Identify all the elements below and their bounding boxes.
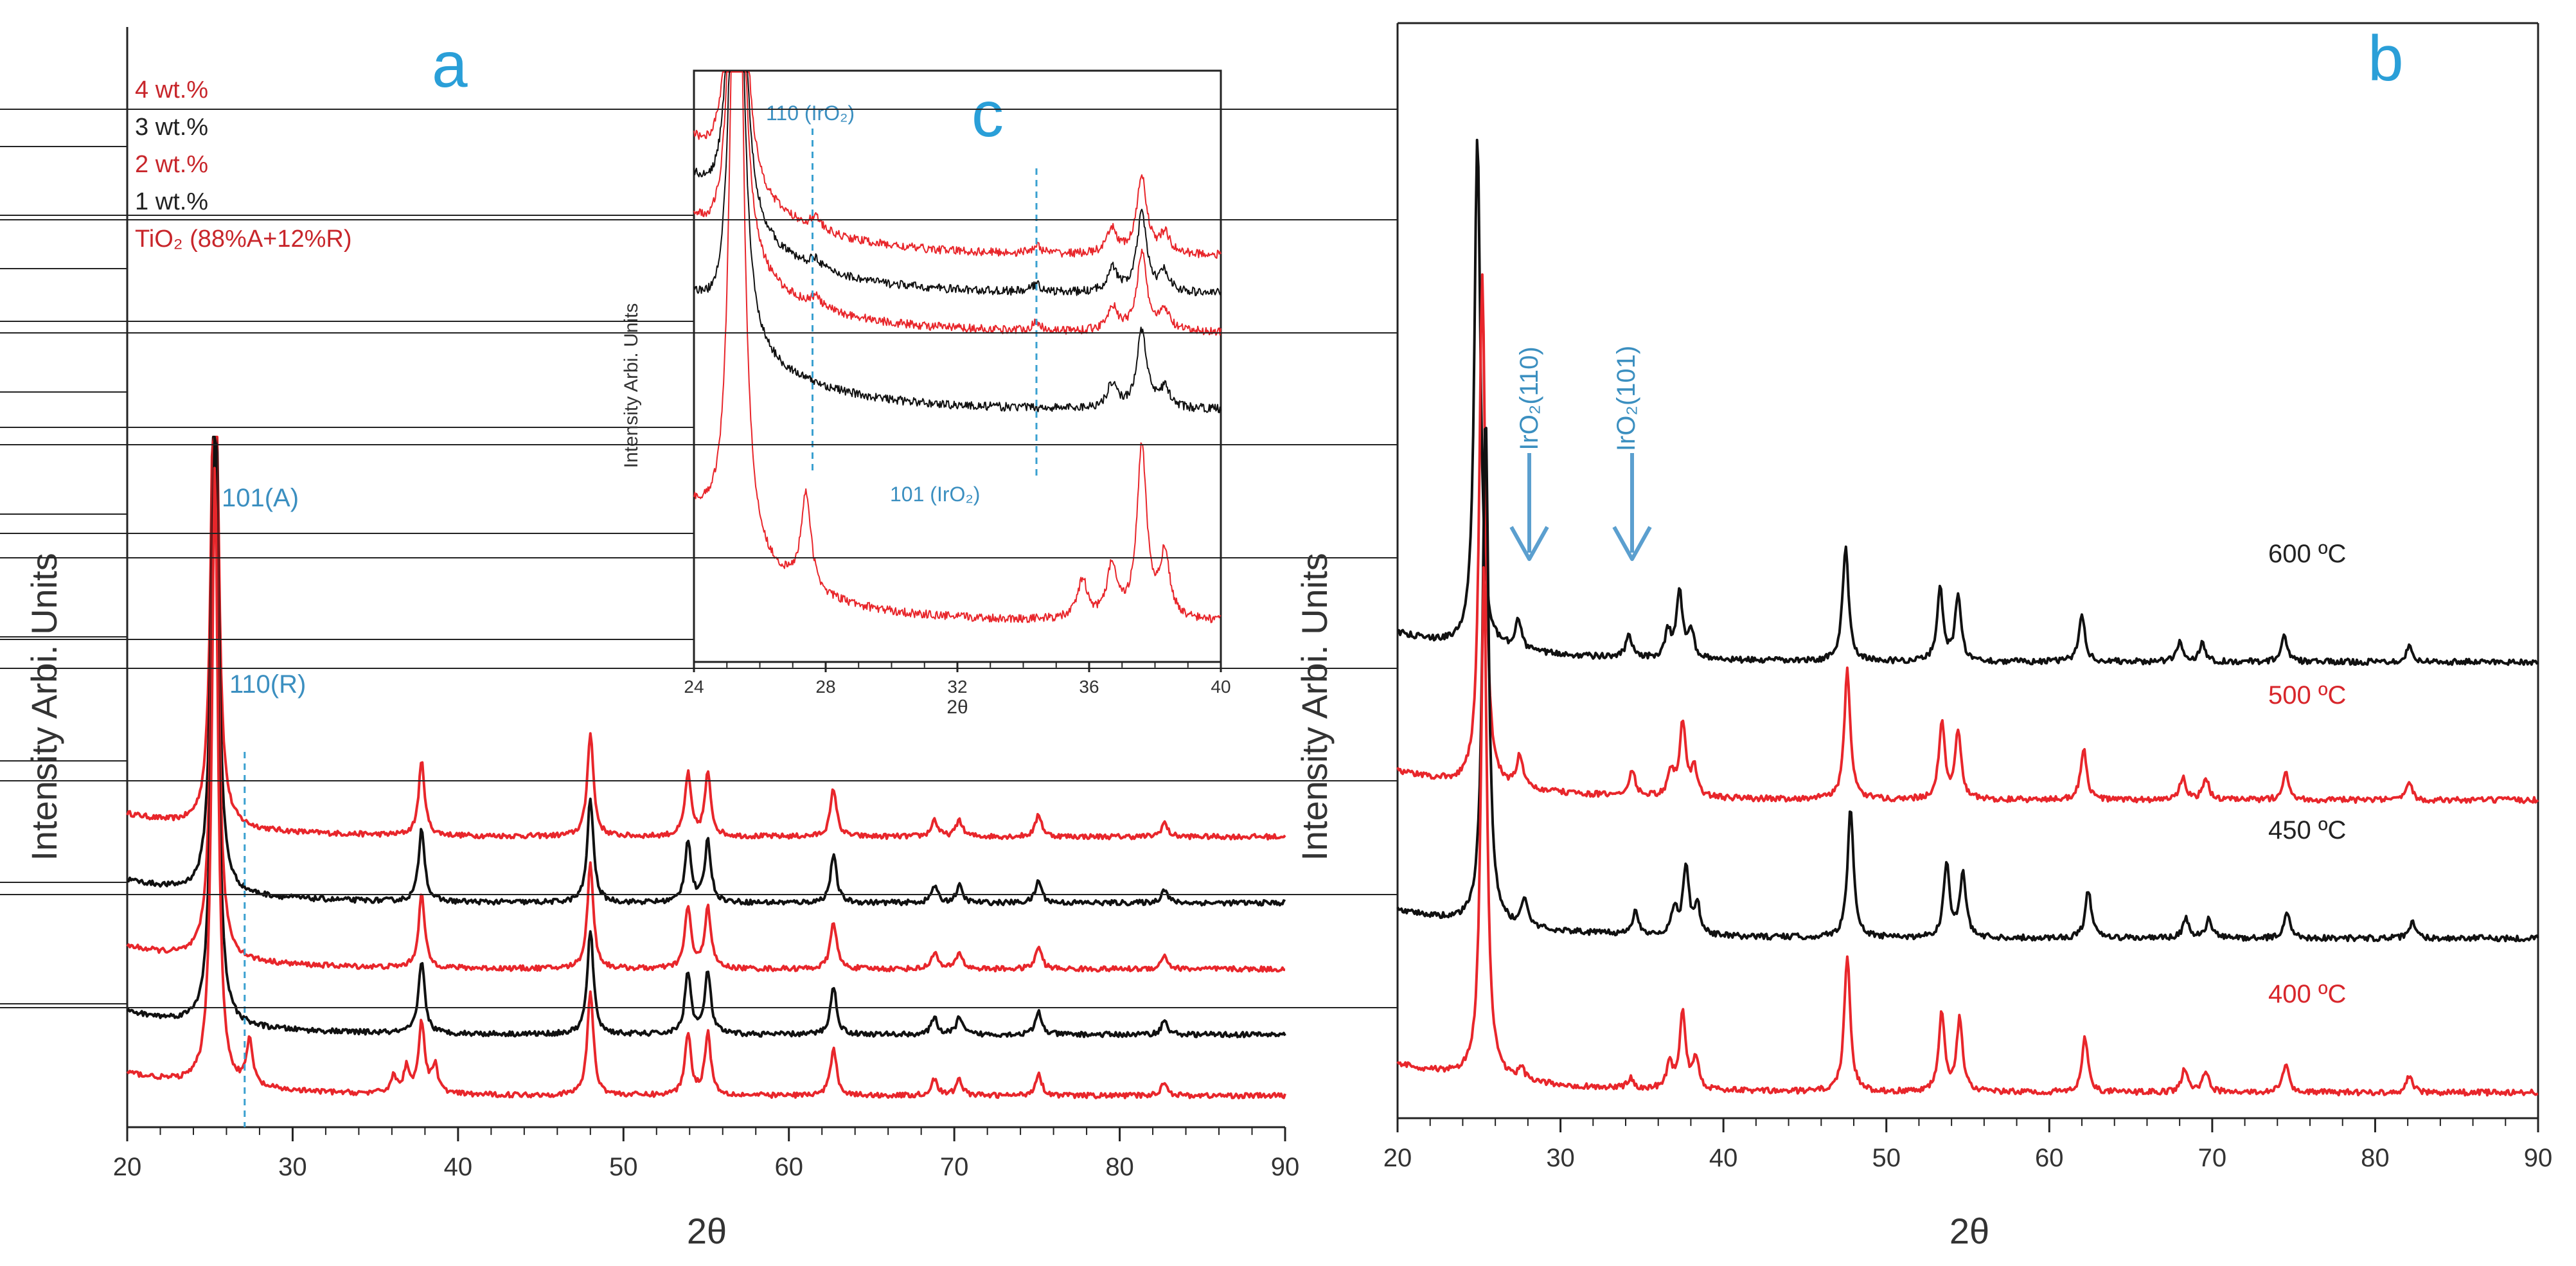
inset-y-label: Intensity Arbi. Units — [621, 303, 642, 468]
x-tick-label: 40 — [1709, 1144, 1738, 1172]
panel-a-x-label: 2θ — [687, 1211, 727, 1251]
arrow-iro2-110 — [1509, 453, 1549, 561]
trace-a-4-wt- — [126, 436, 1286, 841]
arrow-iro2-101 — [1612, 453, 1652, 561]
trace-a-1-wt- — [126, 436, 1286, 1039]
trace-b-600-C — [1398, 138, 2539, 666]
trace-b-400-C — [1396, 566, 2539, 1097]
legend-1wt: 1 wt.% — [135, 188, 208, 215]
x-tick-label: 32 — [947, 677, 967, 697]
x-tick-label: 30 — [1546, 1144, 1575, 1172]
annotation-iro2-101: IrO₂(101) — [1612, 346, 1640, 451]
panel-b-y-label: Intensity Arbi. Units — [1294, 553, 1335, 860]
panel-a: 20 30 40 50 60 70 80 90 a 101(A) 110(R) 4 wt.% … — [0, 27, 1299, 1251]
legend-3wt: 3 wt.% — [135, 114, 208, 141]
trace-c-1 — [693, 71, 1221, 297]
trace-c-2 — [693, 71, 1221, 336]
x-tick-label: 80 — [2361, 1144, 2390, 1172]
legend-4wt: 4 wt.% — [135, 76, 208, 103]
annotation-110-iro2: 110 (IrO₂) — [766, 102, 855, 125]
x-tick-label: 20 — [113, 1153, 142, 1181]
panel-a-letter: a — [432, 29, 468, 101]
trace-b-500-C — [1396, 273, 2539, 805]
legend-tio2: TiO₂ (88%A+12%R) — [135, 226, 352, 253]
x-tick-label: 70 — [2198, 1144, 2227, 1172]
x-tick-label: 90 — [2524, 1144, 2553, 1172]
trace-b-450-C — [1396, 427, 2539, 943]
annotation-iro2-110: IrO₂(110) — [1515, 346, 1543, 450]
x-tick-label: 90 — [1271, 1153, 1300, 1181]
panel-b-x-label: 2θ — [1950, 1211, 1989, 1251]
panel-b: 20 30 40 50 60 70 80 90 b IrO₂(110) IrO₂(101) 6… — [0, 22, 2552, 1251]
trace-a-2-wt- — [126, 436, 1286, 973]
x-tick-label: 24 — [684, 677, 704, 697]
x-tick-label: 60 — [774, 1153, 803, 1181]
panel-c-inset: 24 28 32 36 40 c 110 (IrO₂) 101 (IrO₂) 2θ In… — [0, 69, 1231, 718]
trace-c-0 — [693, 71, 1221, 259]
inset-x-label: 2θ — [946, 697, 968, 718]
label-400C: 400 ºC — [2268, 980, 2346, 1008]
x-tick-label: 80 — [1105, 1153, 1134, 1181]
x-tick-label: 70 — [940, 1153, 969, 1181]
x-tick-label: 30 — [278, 1153, 307, 1181]
x-tick-label: 36 — [1079, 677, 1099, 697]
trace-a-3-wt- — [127, 436, 1286, 907]
annotation-101-iro2: 101 (IrO₂) — [890, 483, 980, 506]
panel-c-letter: c — [972, 78, 1004, 150]
label-500C: 500 ºC — [2268, 681, 2346, 709]
inset-frame — [693, 69, 1222, 663]
x-tick-label: 40 — [1211, 677, 1230, 697]
x-tick-label: 50 — [609, 1153, 638, 1181]
x-tick-label: 50 — [1872, 1144, 1901, 1172]
trace-c-4 — [693, 71, 1221, 623]
annotation-110R: 110(R) — [229, 670, 306, 699]
label-450C: 450 ºC — [2268, 816, 2346, 844]
annotation-101A: 101(A) — [222, 484, 299, 512]
trace-c-3 — [693, 71, 1221, 414]
legend-2wt: 2 wt.% — [135, 151, 208, 178]
x-tick-label: 28 — [815, 677, 835, 697]
label-600C: 600 ºC — [2268, 540, 2346, 568]
x-tick-label: 40 — [444, 1153, 473, 1181]
panel-a-y-label: Intensity Arbi. Units — [24, 553, 64, 860]
panel-b-letter: b — [2368, 22, 2404, 94]
x-tick-label: 60 — [2035, 1144, 2064, 1172]
trace-a-TiO-88-A-12-R- — [126, 467, 1286, 1100]
x-tick-label: 20 — [1383, 1144, 1412, 1172]
